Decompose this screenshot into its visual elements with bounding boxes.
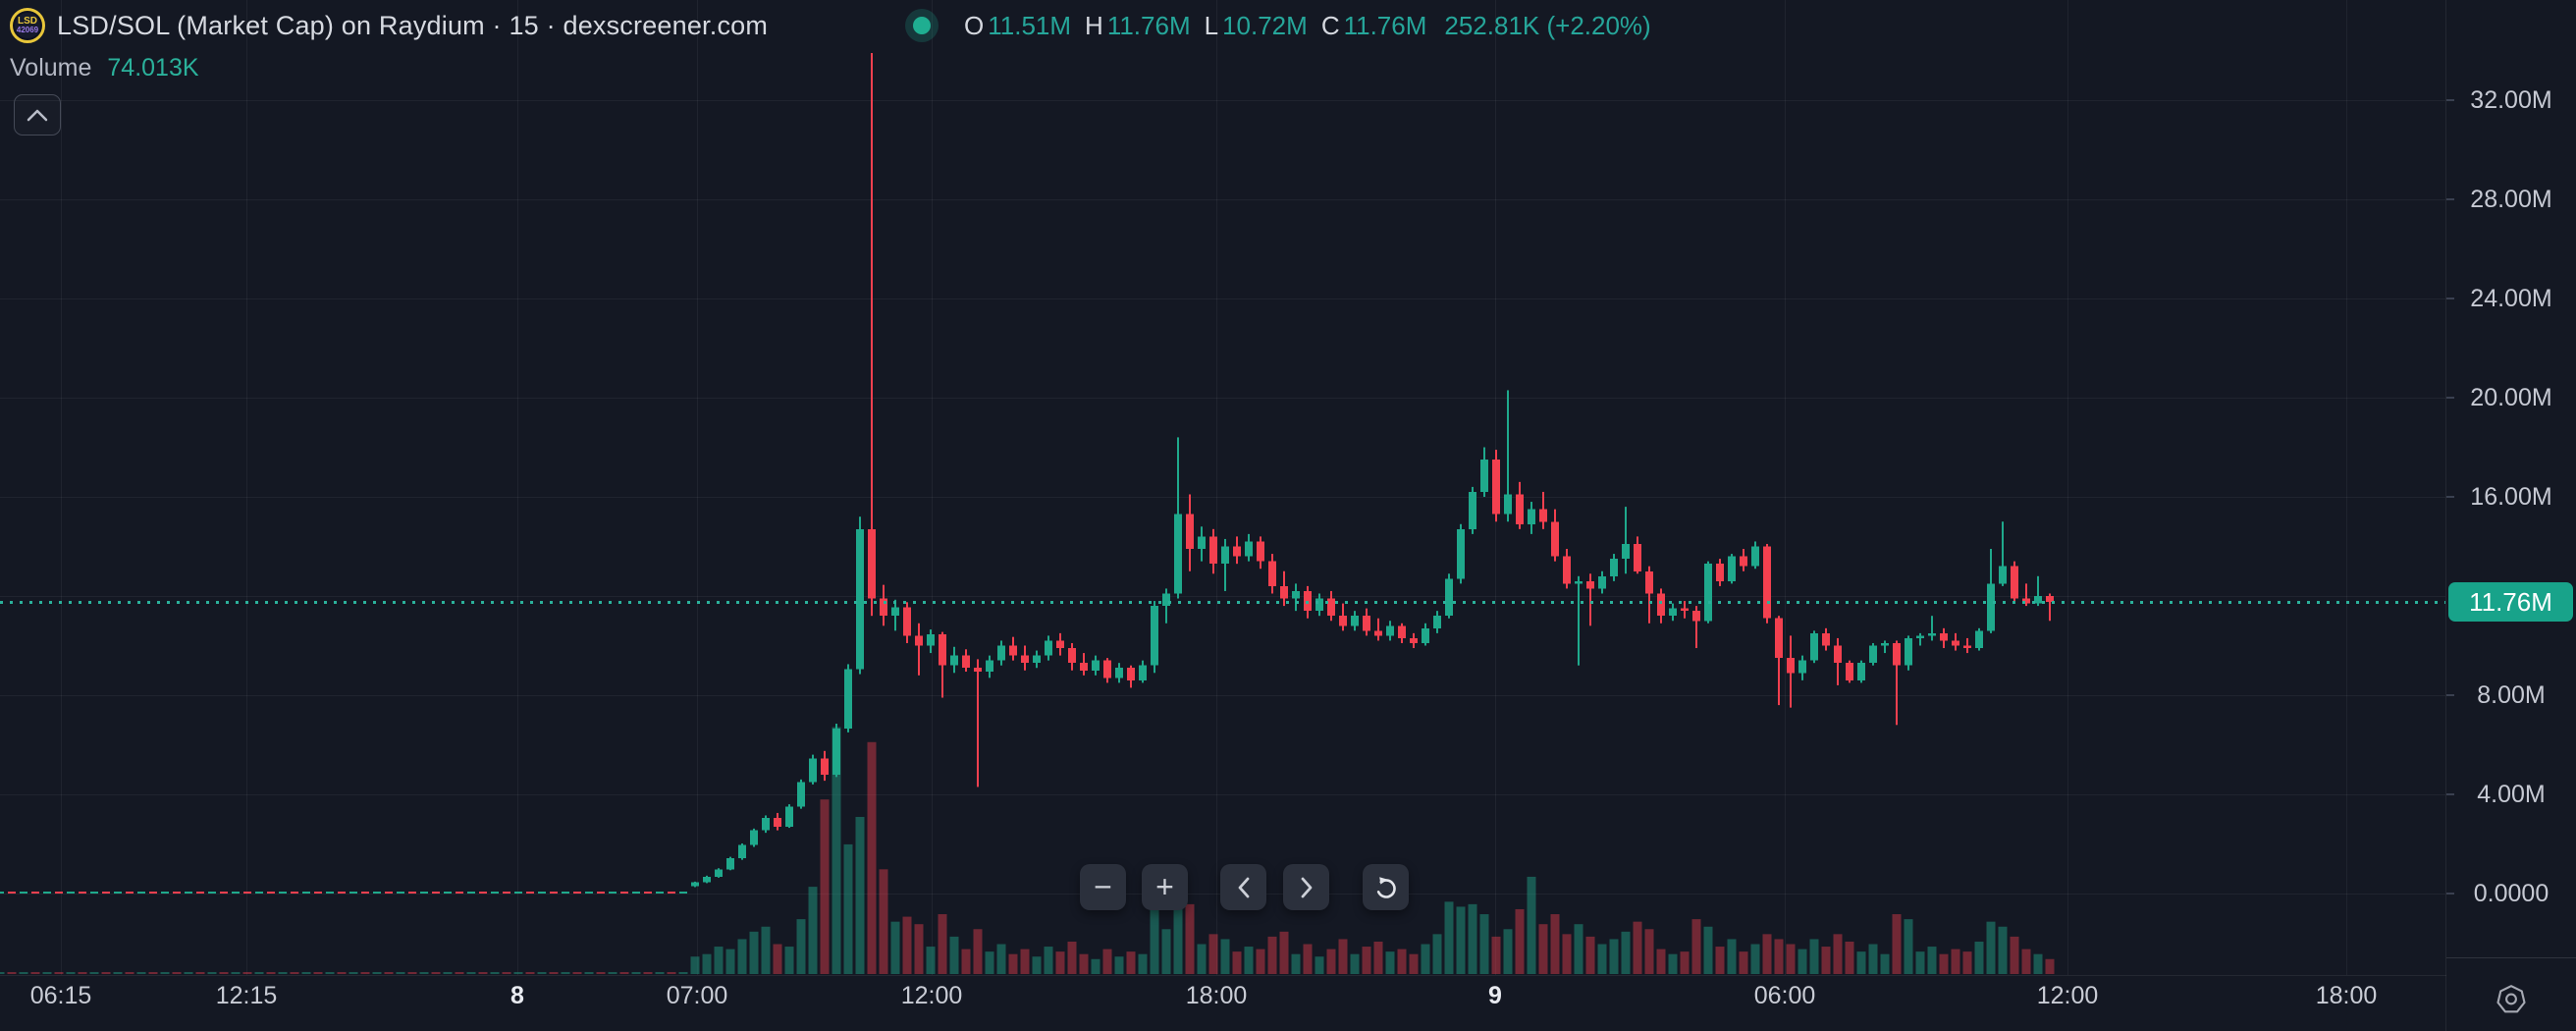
- price-axis[interactable]: 11.76M 32.00M 28.00M 24.00M 20.00M 16.00M 8.0…: [2446, 0, 2576, 1031]
- price-tickmark: [2446, 397, 2454, 399]
- zoom-in-button[interactable]: +: [1142, 864, 1188, 910]
- time-tick-label: 8: [510, 982, 524, 1009]
- price-tick-label: 32.00M: [2470, 86, 2552, 114]
- time-tick-label: 07:00: [666, 982, 728, 1009]
- time-tick-label: 18:00: [1185, 982, 1248, 1009]
- low-value: 10.72M: [1222, 11, 1308, 40]
- open-value: 11.51M: [988, 11, 1072, 40]
- reset-chart-button[interactable]: [1363, 864, 1409, 910]
- time-tick-label: 12:00: [2036, 982, 2099, 1009]
- close-label: C: [1320, 11, 1340, 40]
- price-tickmark: [2446, 793, 2454, 795]
- low-label: L: [1204, 11, 1219, 40]
- price-tickmark: [2446, 99, 2454, 101]
- chevron-right-icon: [1301, 877, 1312, 897]
- open-label: O: [964, 11, 985, 40]
- token-logo-icon: LSD 42069: [10, 8, 45, 43]
- price-tickmark: [2446, 893, 2454, 895]
- price-tick-label: 20.00M: [2470, 384, 2552, 411]
- minus-icon: −: [1094, 869, 1112, 904]
- volume-label: Volume: [10, 54, 92, 81]
- high-value: 11.76M: [1106, 11, 1191, 40]
- price-tickmark: [2446, 694, 2454, 696]
- price-chart-canvas[interactable]: [0, 0, 2446, 1031]
- scroll-right-button[interactable]: [1283, 864, 1329, 910]
- zoom-out-button[interactable]: −: [1080, 864, 1126, 910]
- volume-value: 74.013K: [107, 54, 199, 81]
- price-tick-label: 0.0000: [2473, 880, 2549, 907]
- close-value: 11.76M: [1343, 11, 1427, 40]
- live-indicator-icon: [905, 9, 939, 42]
- price-tick-label: 24.00M: [2470, 285, 2552, 312]
- time-tick-label: 9: [1488, 982, 1502, 1009]
- price-tickmark: [2446, 298, 2454, 299]
- axis-settings-button[interactable]: [2488, 978, 2535, 1021]
- reset-icon: [1375, 876, 1396, 898]
- high-label: H: [1085, 11, 1103, 40]
- change-value: 252.81K (+2.20%): [1444, 11, 1651, 40]
- time-tick-label: 06:15: [29, 982, 92, 1009]
- time-tick-label: 18:00: [2315, 982, 2378, 1009]
- token-logo-text: LSD: [18, 16, 37, 27]
- symbol-title: LSD/SOL (Market Cap) on Raydium · 15 · d…: [57, 10, 769, 40]
- price-tickmark: [2446, 198, 2454, 200]
- collapse-pane-button[interactable]: [14, 94, 61, 136]
- chevron-up-icon: [27, 109, 48, 122]
- price-tickmark: [2446, 496, 2454, 498]
- plus-icon: +: [1155, 869, 1174, 904]
- price-tick-label: 8.00M: [2477, 681, 2546, 709]
- time-tick-label: 12:00: [900, 982, 963, 1009]
- volume-legend: Volume 74.013K: [10, 54, 199, 82]
- price-axis-separator: [2446, 957, 2576, 958]
- price-tick-label: 28.00M: [2470, 186, 2552, 213]
- price-tick-label: 4.00M: [2477, 781, 2546, 808]
- time-tick-label: 12:15: [215, 982, 278, 1009]
- scroll-left-button[interactable]: [1220, 864, 1266, 910]
- chevron-left-icon: [1238, 877, 1249, 897]
- time-tick-label: 06:00: [1753, 982, 1816, 1009]
- price-axis-border: [2445, 0, 2446, 1031]
- settings-heptagon-icon: [2496, 985, 2526, 1013]
- time-axis[interactable]: 06:15 12:15 8 07:00 12:00 18:00 9 06:00 12:00 18:…: [0, 975, 2446, 1031]
- price-tick-label: 16.00M: [2470, 483, 2552, 511]
- current-price-label: 11.76M: [2448, 582, 2573, 623]
- symbol-legend: LSD 42069 LSD/SOL (Market Cap) on Raydiu…: [10, 6, 768, 45]
- ohlc-legend: O 11.51M H 11.76M L 10.72M C 11.76M 252.…: [964, 11, 1651, 41]
